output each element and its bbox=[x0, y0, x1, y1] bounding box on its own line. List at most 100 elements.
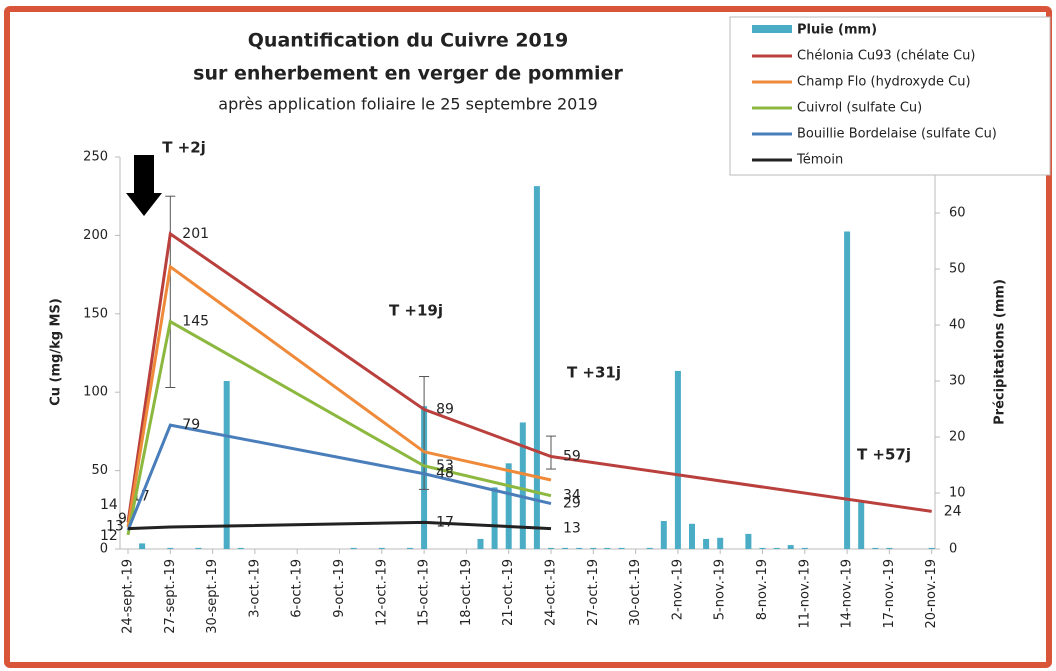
rain-bar bbox=[167, 547, 174, 549]
rain-bar bbox=[223, 381, 230, 549]
y2-tick-label: 10 bbox=[949, 486, 966, 501]
line bbox=[126, 231, 932, 523]
rain-bar bbox=[717, 537, 724, 549]
y2-tick-label: 60 bbox=[949, 206, 966, 221]
annotation: T +57j bbox=[857, 446, 911, 464]
rain-bar bbox=[787, 545, 794, 549]
rain-bar bbox=[604, 547, 611, 549]
rain-bar bbox=[195, 547, 202, 549]
chart-title: Quantification du Cuivre 2019 bbox=[248, 30, 568, 52]
data-label: 9 bbox=[118, 511, 127, 527]
y2-tick-label: 50 bbox=[949, 262, 966, 277]
data-label: 29 bbox=[563, 496, 581, 512]
data-label: 14 bbox=[100, 497, 118, 513]
x-tick-label: 27-sept.-19 bbox=[163, 559, 178, 634]
rain-bar bbox=[576, 547, 583, 549]
rain-bar bbox=[646, 547, 653, 549]
x-tick-label: 3-oct.-19 bbox=[247, 559, 262, 618]
chart-subtitle: sur enherbement en verger de pommier bbox=[193, 63, 623, 85]
x-tick-label: 15-oct.-19 bbox=[417, 559, 432, 626]
rain-bar bbox=[237, 547, 244, 549]
arrow bbox=[134, 155, 154, 195]
y-tick-label: 100 bbox=[83, 385, 108, 400]
rain-bar bbox=[759, 547, 766, 549]
rain-bar bbox=[618, 547, 625, 549]
x-tick-label: 27-oct.-19 bbox=[586, 559, 601, 626]
rain-bar bbox=[886, 547, 893, 549]
rain-bar bbox=[519, 422, 526, 549]
arrow bbox=[126, 193, 162, 216]
rain-bar bbox=[350, 547, 357, 549]
rain-bar bbox=[548, 547, 554, 549]
rain-bar bbox=[505, 463, 512, 549]
x-tick-label: 30-oct.-19 bbox=[628, 559, 643, 626]
x-tick-label: 17-nov.-19 bbox=[882, 559, 897, 628]
y2-tick-label: 40 bbox=[949, 318, 966, 333]
rain-bar bbox=[858, 502, 865, 549]
rain-bar bbox=[491, 487, 498, 549]
y-tick-label: 150 bbox=[83, 306, 108, 321]
legend-label: Champ Flo (hydroxyde Cu) bbox=[797, 75, 971, 90]
data-label: 24 bbox=[944, 503, 962, 519]
data-label: 53 bbox=[436, 458, 454, 474]
rain-bar bbox=[378, 547, 385, 549]
y-tick-label: 50 bbox=[91, 463, 108, 478]
y2-tick-label: 20 bbox=[949, 430, 966, 445]
x-tick-label: 24-sept.-19 bbox=[121, 559, 136, 634]
rain-bar bbox=[590, 547, 597, 549]
x-tick-label: 14-nov.-19 bbox=[840, 559, 855, 628]
rain-bar bbox=[477, 538, 484, 549]
y-tick-label: 200 bbox=[83, 228, 108, 243]
line bbox=[126, 264, 552, 528]
data-label: 89 bbox=[436, 401, 454, 417]
data-label: 145 bbox=[182, 314, 209, 330]
y-tick-label: 0 bbox=[100, 542, 108, 557]
x-tick-label: 2-nov.-19 bbox=[670, 559, 685, 620]
data-label: 79 bbox=[182, 417, 200, 433]
legend-label: Chélonia Cu93 (chélate Cu) bbox=[797, 49, 975, 64]
rain-bar bbox=[533, 186, 540, 549]
y2-axis-label: Précipitations (mm) bbox=[993, 279, 1008, 425]
rain-bar bbox=[928, 547, 935, 549]
rain-bar bbox=[773, 547, 780, 549]
legend-label: Pluie (mm) bbox=[797, 23, 877, 38]
rain-bar bbox=[703, 538, 710, 549]
annotation: T +31j bbox=[567, 364, 621, 382]
rain-bar bbox=[139, 543, 146, 549]
line bbox=[126, 319, 552, 536]
data-label: 201 bbox=[182, 226, 209, 242]
x-tick-label: 8-nov.-19 bbox=[755, 559, 770, 620]
y2-tick-label: 30 bbox=[949, 374, 966, 389]
legend-label: Témoin bbox=[796, 153, 843, 168]
x-tick-label: 21-oct.-19 bbox=[501, 559, 516, 626]
annotation: T +2j bbox=[162, 139, 206, 157]
x-tick-label: 9-oct.-19 bbox=[332, 559, 347, 618]
x-tick-label: 12-oct.-19 bbox=[374, 559, 389, 626]
line bbox=[127, 520, 552, 531]
legend-swatch bbox=[752, 25, 792, 33]
y-axis-label: Cu (mg/kg MS) bbox=[49, 298, 64, 406]
x-tick-label: 24-oct.-19 bbox=[544, 559, 559, 626]
x-tick-label: 30-sept.-19 bbox=[205, 559, 220, 634]
data-label: 17 bbox=[436, 514, 454, 530]
line bbox=[126, 423, 552, 531]
rain-bar bbox=[407, 547, 413, 549]
chart-subtitle: après application foliaire le 25 septemb… bbox=[218, 95, 597, 114]
data-label: 59 bbox=[563, 448, 581, 464]
legend bbox=[729, 16, 1051, 176]
rain-bar bbox=[844, 231, 851, 550]
x-tick-label: 6-oct.-19 bbox=[290, 559, 305, 618]
x-tick-label: 5-nov.-19 bbox=[713, 559, 728, 620]
rain-bar bbox=[745, 533, 752, 549]
data-label: 12 bbox=[100, 528, 118, 544]
data-label: 48 bbox=[436, 466, 454, 482]
rain-bar bbox=[872, 547, 879, 549]
y2-tick-label: 0 bbox=[949, 542, 957, 557]
y-tick-label: 250 bbox=[83, 150, 108, 165]
annotation: T +19j bbox=[389, 302, 443, 320]
x-tick-label: 11-nov.-19 bbox=[797, 559, 812, 628]
rain-bar bbox=[674, 370, 681, 549]
x-tick-label: 20-nov.-19 bbox=[924, 559, 939, 628]
data-label: 34 bbox=[563, 488, 581, 504]
data-label: 13 bbox=[106, 519, 124, 535]
